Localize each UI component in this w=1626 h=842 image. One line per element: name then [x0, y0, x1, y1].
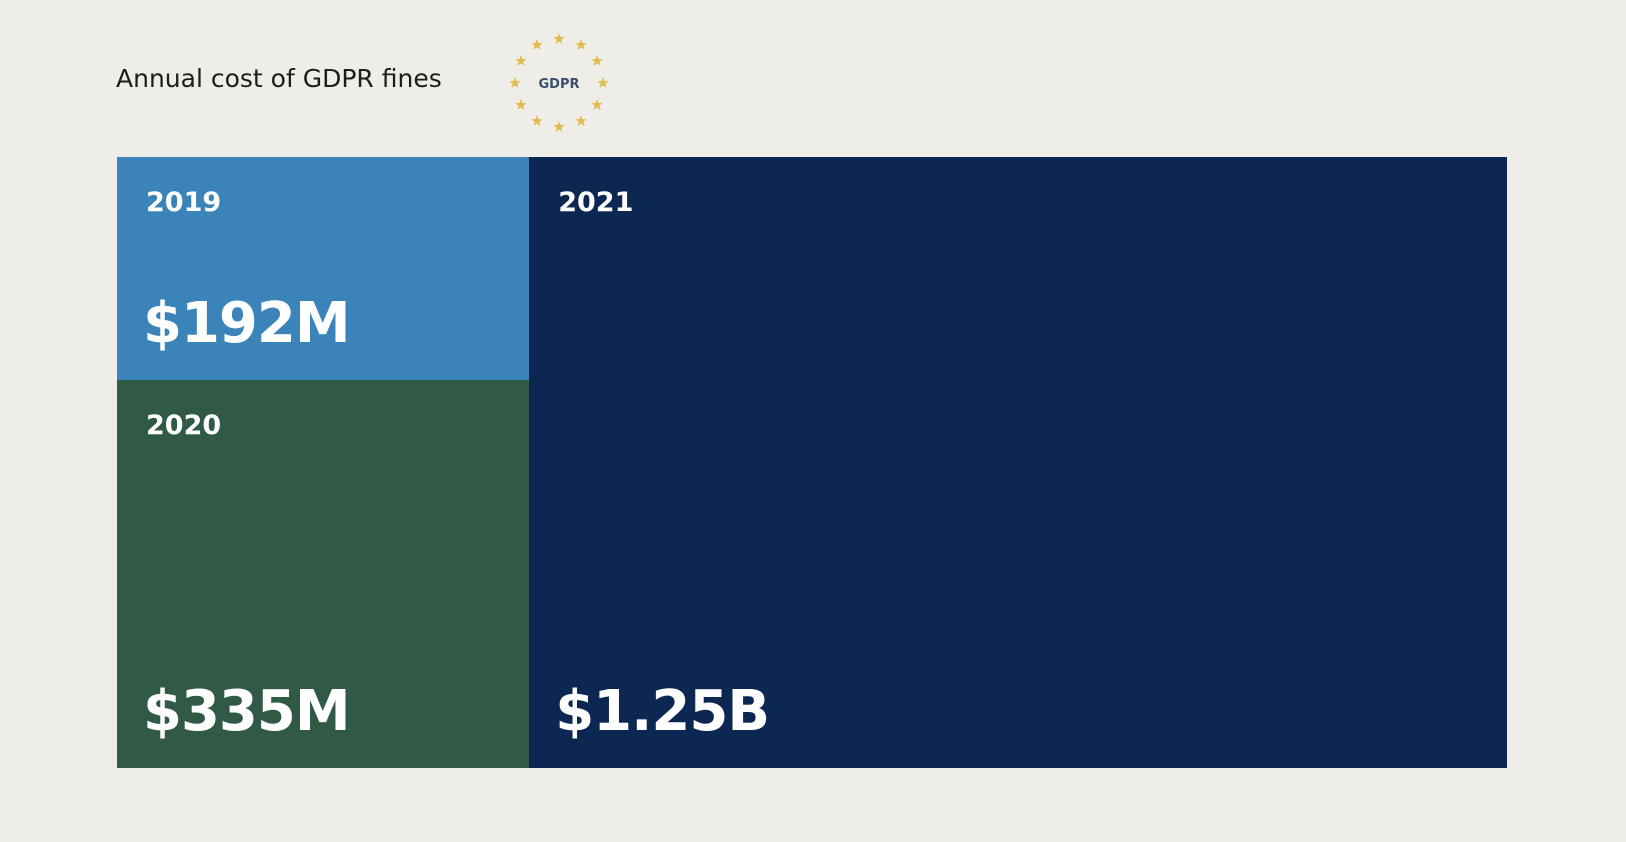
tile-year-label: 2019 [146, 187, 222, 218]
star-icon [553, 33, 565, 44]
treemap-tile-2019: 2019 $192M [117, 157, 530, 380]
star-icon [575, 38, 587, 50]
tile-year-label: 2021 [558, 187, 634, 218]
treemap-tile-2020: 2020 $335M [117, 379, 530, 768]
eu-stars-icon [509, 33, 609, 132]
tile-value-label: $335M [143, 678, 351, 744]
treemap-tile-2021: 2021 $1.25B [529, 157, 1507, 768]
star-icon [575, 115, 587, 126]
star-icon [515, 55, 527, 66]
star-icon [591, 99, 603, 110]
gdpr-logo: GDPR [509, 33, 609, 132]
star-icon [531, 115, 543, 126]
chart-title: Annual cost of GDPR fines [116, 64, 442, 93]
tile-value-label: $192M [143, 290, 351, 356]
star-icon [591, 55, 603, 66]
tile-year-label: 2020 [146, 409, 222, 441]
star-icon [553, 121, 565, 132]
gdpr-logo-text: GDPR [539, 77, 580, 92]
star-icon [515, 99, 527, 110]
star-icon [597, 77, 609, 88]
treemap-chart: 2019 $192M 2020 $335M 2021 $1.25B [117, 157, 1507, 768]
star-icon [531, 38, 543, 50]
star-icon [509, 77, 521, 88]
tile-value-label: $1.25B [555, 679, 770, 744]
